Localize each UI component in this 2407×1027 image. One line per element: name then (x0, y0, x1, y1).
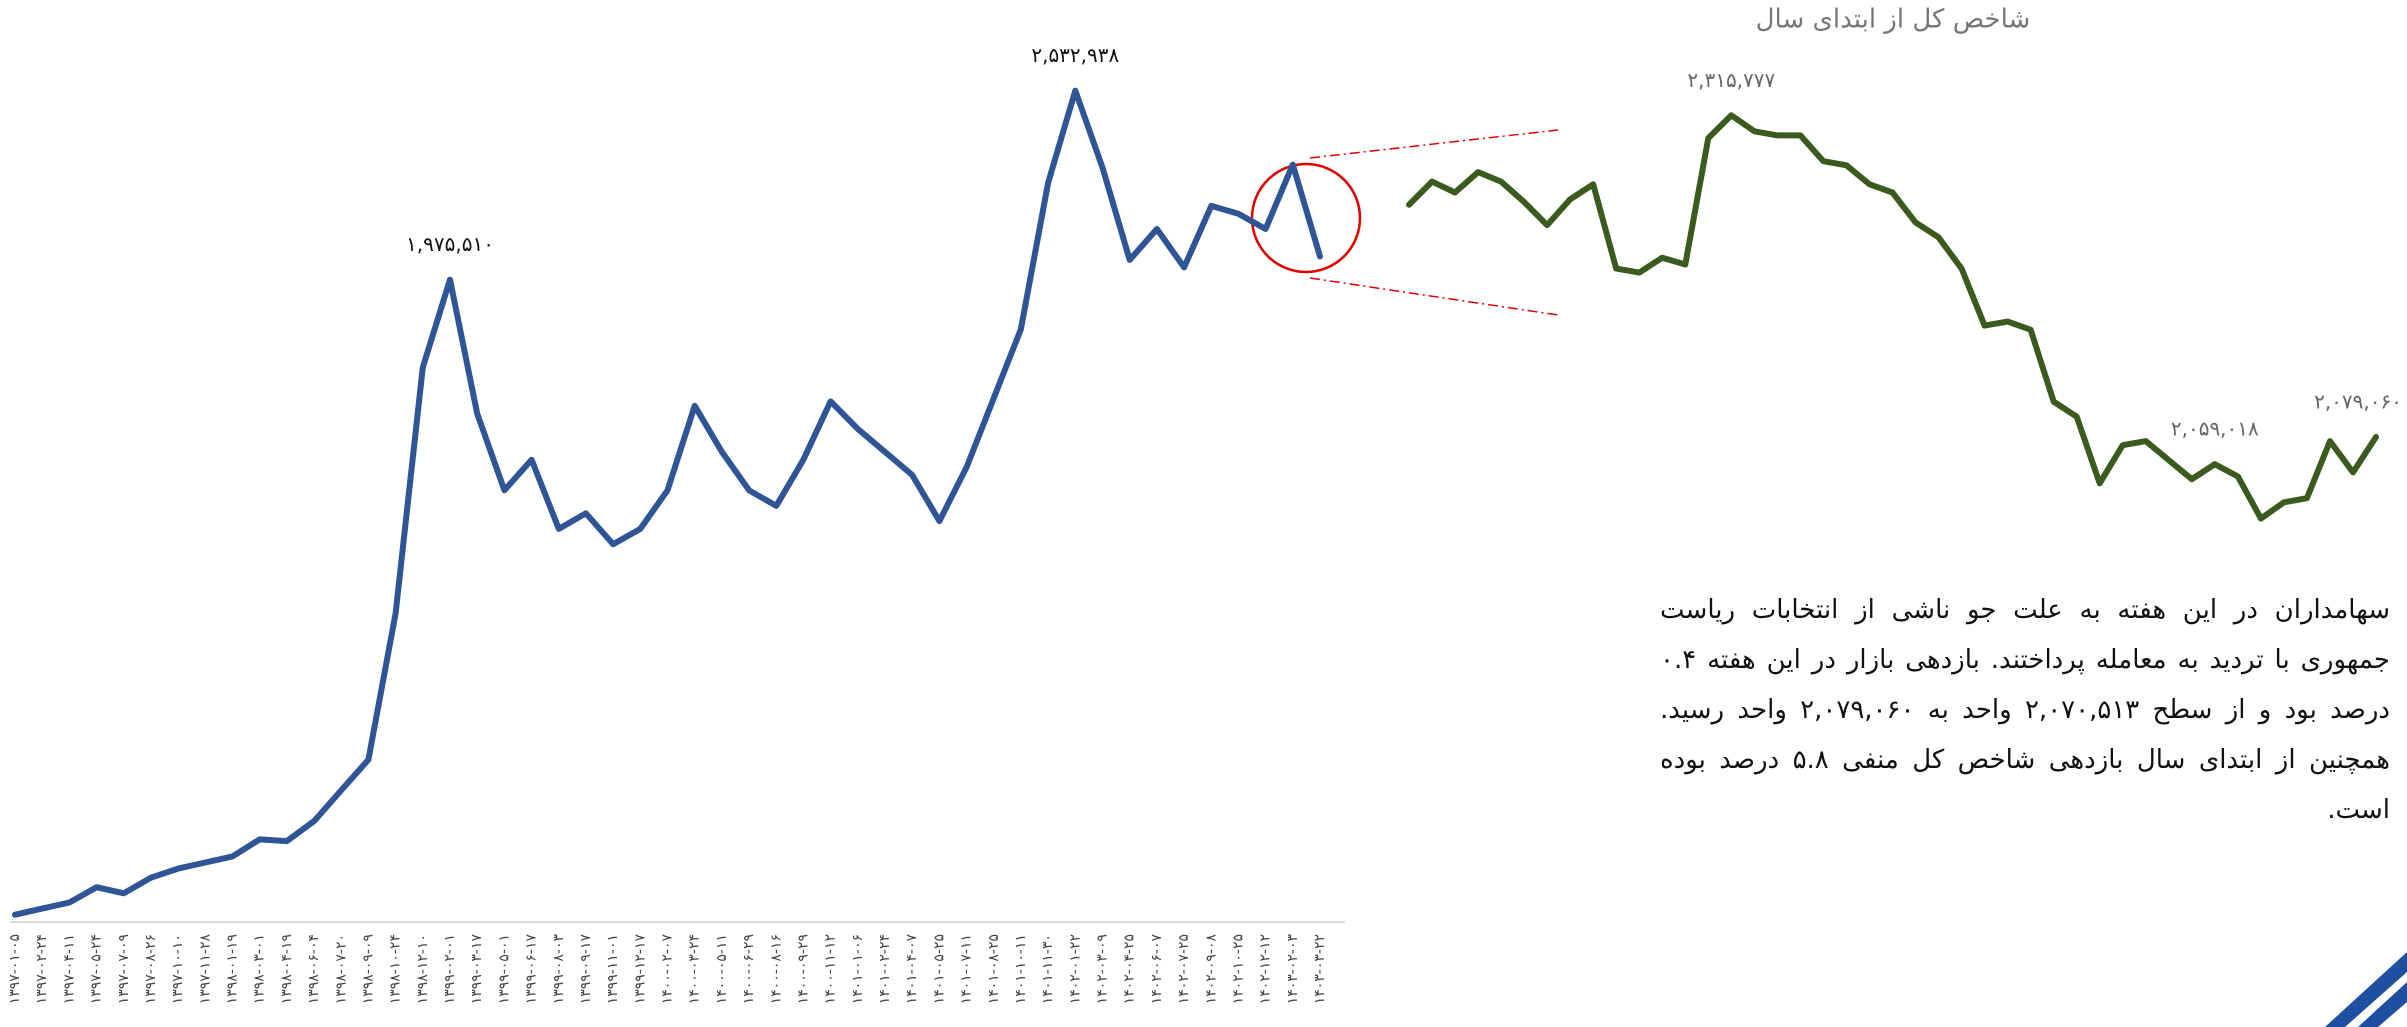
x-tick-label: ۱۳۹۹-۱۱-۰۱ (605, 934, 621, 1004)
x-tick-label: ۱۴۰۰-۰۲-۰۷ (660, 934, 676, 1005)
logo (2325, 952, 2407, 1027)
x-tick-label: ۱۳۹۷-۰۱-۰۵ (7, 934, 23, 1004)
x-tick-label: ۱۳۹۸-۰۱-۱۹ (225, 934, 241, 1004)
x-tick-label: ۱۴۰۰-۰۹-۲۹ (795, 934, 811, 1004)
data-label: ۲,۳۱۵,۷۷۷ (1687, 68, 1775, 92)
x-tick-label: ۱۴۰۰-۰۵-۱۱ (714, 934, 730, 1004)
x-tick-label: ۱۳۹۷-۰۸-۲۶ (143, 934, 159, 1004)
x-tick-label: ۱۳۹۹-۰۵-۰۱ (496, 934, 512, 1004)
x-tick-label: ۱۴۰۰-۰۶-۲۹ (741, 934, 757, 1004)
data-label: ۲,۵۳۲,۹۳۸ (1031, 43, 1119, 67)
x-tick-label: ۱۳۹۸-۱۲-۱۰ (415, 934, 431, 1004)
x-tick-label: ۱۴۰۰-۰۸-۱۶ (768, 934, 784, 1004)
x-tick-label: ۱۳۹۹-۰۲-۰۱ (442, 934, 458, 1004)
x-tick-label: ۱۳۹۹-۰۹-۱۷ (578, 934, 594, 1005)
chart-title: شاخص کل از ابتدای سال (1756, 5, 2031, 35)
x-tick-label: ۱۳۹۸-۰۷-۲۰ (333, 934, 349, 1004)
x-tick-label: ۱۴۰۲-۰۴-۲۵ (1122, 934, 1138, 1004)
zoom-line (1309, 129, 1559, 159)
data-label: ۲,۰۵۹,۰۱۸ (2171, 417, 2259, 441)
x-tick-label: ۱۳۹۹-۰۳-۱۷ (469, 934, 485, 1005)
x-tick-label: ۱۳۹۸-۰۴-۱۹ (279, 934, 295, 1004)
x-tick-label: ۱۴۰۲-۰۷-۲۵ (1176, 934, 1192, 1004)
data-label: ۱,۹۷۵,۵۱۰ (406, 232, 494, 256)
x-tick-label: ۱۴۰۳-۰۲-۰۳ (1285, 934, 1301, 1005)
x-tick-label: ۱۴۰۱-۱۰-۱۱ (1013, 934, 1029, 1004)
x-tick-label: ۱۴۰۲-۰۱-۲۲ (1067, 934, 1083, 1004)
x-tick-label: ۱۴۰۲-۰۳-۰۹ (1095, 934, 1111, 1004)
x-tick-label: ۱۴۰۱-۰۴-۰۷ (904, 934, 920, 1005)
x-tick-label: ۱۴۰۱-۰۵-۲۵ (931, 934, 947, 1004)
x-tick-label: ۱۴۰۰-۰۳-۲۴ (687, 934, 703, 1004)
x-tick-label: ۱۴۰۲-۰۶-۰۷ (1149, 934, 1165, 1005)
x-tick-label: ۱۴۰۱-۱۱-۳۰ (1040, 934, 1056, 1004)
x-tick-label: ۱۳۹۹-۱۲-۱۷ (632, 934, 648, 1005)
x-tick-label: ۱۳۹۷-۱۰-۱۰ (170, 934, 186, 1004)
line (12, 87, 1323, 918)
x-tick-label: ۱۳۹۷-۰۴-۱۱ (61, 934, 77, 1004)
x-tick-label: ۱۴۰۱-۰۲-۲۴ (877, 934, 893, 1004)
x-tick-label: ۱۴۰۱-۰۸-۲۵ (986, 934, 1002, 1004)
x-tick-label: ۱۴۰۰-۱۱-۱۲ (823, 934, 839, 1004)
line (1406, 112, 2379, 522)
x-tick-label: ۱۴۰۱-۰۱-۰۶ (850, 934, 866, 1004)
zoom-line (1309, 277, 1559, 316)
x-tick-label: ۱۳۹۷-۰۵-۲۴ (89, 934, 105, 1004)
x-tick-label: ۱۴۰۱-۰۷-۱۱ (959, 934, 975, 1004)
x-tick-label: ۱۳۹۸-۱۰-۲۴ (388, 934, 404, 1004)
x-tick-label: ۱۳۹۹-۰۶-۱۷ (524, 934, 540, 1005)
description: سهامداران در این هفته به علت جو ناشی از … (1660, 595, 2390, 825)
x-tick-label: ۱۳۹۸-۰۶-۰۴ (306, 934, 322, 1004)
x-tick-label: ۱۴۰۲-۱۰-۲۵ (1230, 934, 1246, 1004)
x-tick-label: ۱۳۹۷-۰۲-۲۴ (34, 934, 50, 1004)
x-tick-label: ۱۳۹۷-۱۱-۲۸ (197, 934, 213, 1005)
x-tick-label: ۱۴۰۲-۰۹-۰۸ (1203, 934, 1219, 1005)
x-tick-label: ۱۴۰۲-۱۲-۱۲ (1258, 934, 1274, 1004)
x-tick-label: ۱۳۹۸-۰۳-۰۱ (252, 934, 268, 1004)
x-tick-label: ۱۳۹۹-۰۸-۰۳ (551, 934, 567, 1005)
x-tick-label: ۱۳۹۷-۰۷-۰۹ (116, 934, 132, 1004)
x-tick-label: ۱۳۹۸-۰۹-۰۹ (360, 934, 376, 1004)
x-tick-label: ۱۴۰۳-۰۳-۲۲ (1312, 934, 1328, 1004)
data-label: ۲,۰۷۹,۰۶۰ (2314, 389, 2402, 413)
